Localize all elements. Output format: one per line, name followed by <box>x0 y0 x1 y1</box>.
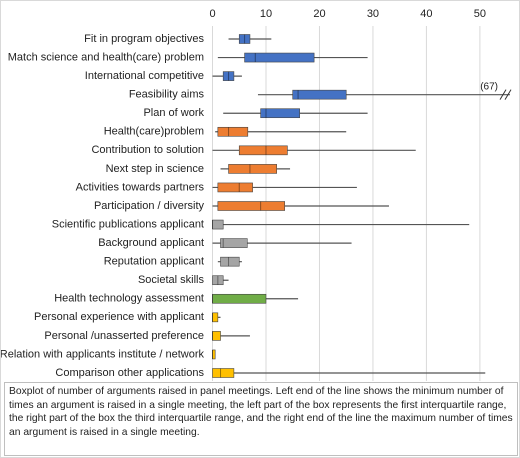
box <box>212 293 267 304</box>
category-label: Scientific publications applicant <box>52 218 204 230</box>
x-tick-label: 20 <box>313 8 325 20</box>
box <box>260 108 300 119</box>
category-label: Comparison other applications <box>55 367 204 379</box>
box <box>217 201 286 211</box>
category-label: Activities towards partners <box>76 181 205 193</box>
box <box>217 126 249 137</box>
x-tick-label: 40 <box>420 8 432 20</box>
box <box>220 238 248 248</box>
axis-break <box>499 89 507 100</box>
category-label: Personal /unasserted preference <box>44 330 204 342</box>
category-label: Personal experience with applicant <box>34 311 204 323</box>
category-label: Reputation applicant <box>104 256 204 268</box>
category-label: Next step in science <box>106 163 204 175</box>
x-tick-label: 0 <box>209 8 215 20</box>
box <box>217 182 253 193</box>
category-label: Relation with applicants institute / net… <box>1 348 204 360</box>
category-label: Feasibility aims <box>129 89 205 101</box>
box <box>212 368 235 378</box>
box <box>244 52 315 63</box>
max-label: (67) <box>480 81 498 92</box>
chart: 0 10 20 30 40 50 Fit in program objectives Matc… <box>1 8 512 381</box>
category-label: Health(care)problem <box>104 126 204 138</box>
box <box>212 312 219 323</box>
box <box>212 349 216 360</box>
category-label: Background applicant <box>98 237 204 249</box>
category-label: Contribution to solution <box>91 144 204 156</box>
box <box>238 34 251 44</box>
box <box>228 164 277 174</box>
axis-break <box>504 89 512 100</box>
box <box>238 145 288 156</box>
category-label: Plan of work <box>143 107 204 119</box>
box <box>212 219 224 230</box>
box <box>292 89 347 100</box>
category-label: Fit in program objectives <box>84 33 204 45</box>
category-label: Match science and health(care) problem <box>8 51 204 63</box>
category-label: International competitive <box>85 70 204 82</box>
box <box>212 331 221 341</box>
category-label: Health technology assessment <box>54 293 204 305</box>
caption: Boxplot of number of arguments raised in… <box>4 382 518 456</box>
box <box>220 256 240 267</box>
x-tick-label: 10 <box>260 8 272 20</box>
box <box>212 275 224 286</box>
x-tick-label: 50 <box>474 8 486 20</box>
box <box>222 71 235 81</box>
category-label: Societal skills <box>138 274 205 286</box>
category-label: Participation / diversity <box>94 200 205 212</box>
x-tick-label: 30 <box>367 8 379 20</box>
